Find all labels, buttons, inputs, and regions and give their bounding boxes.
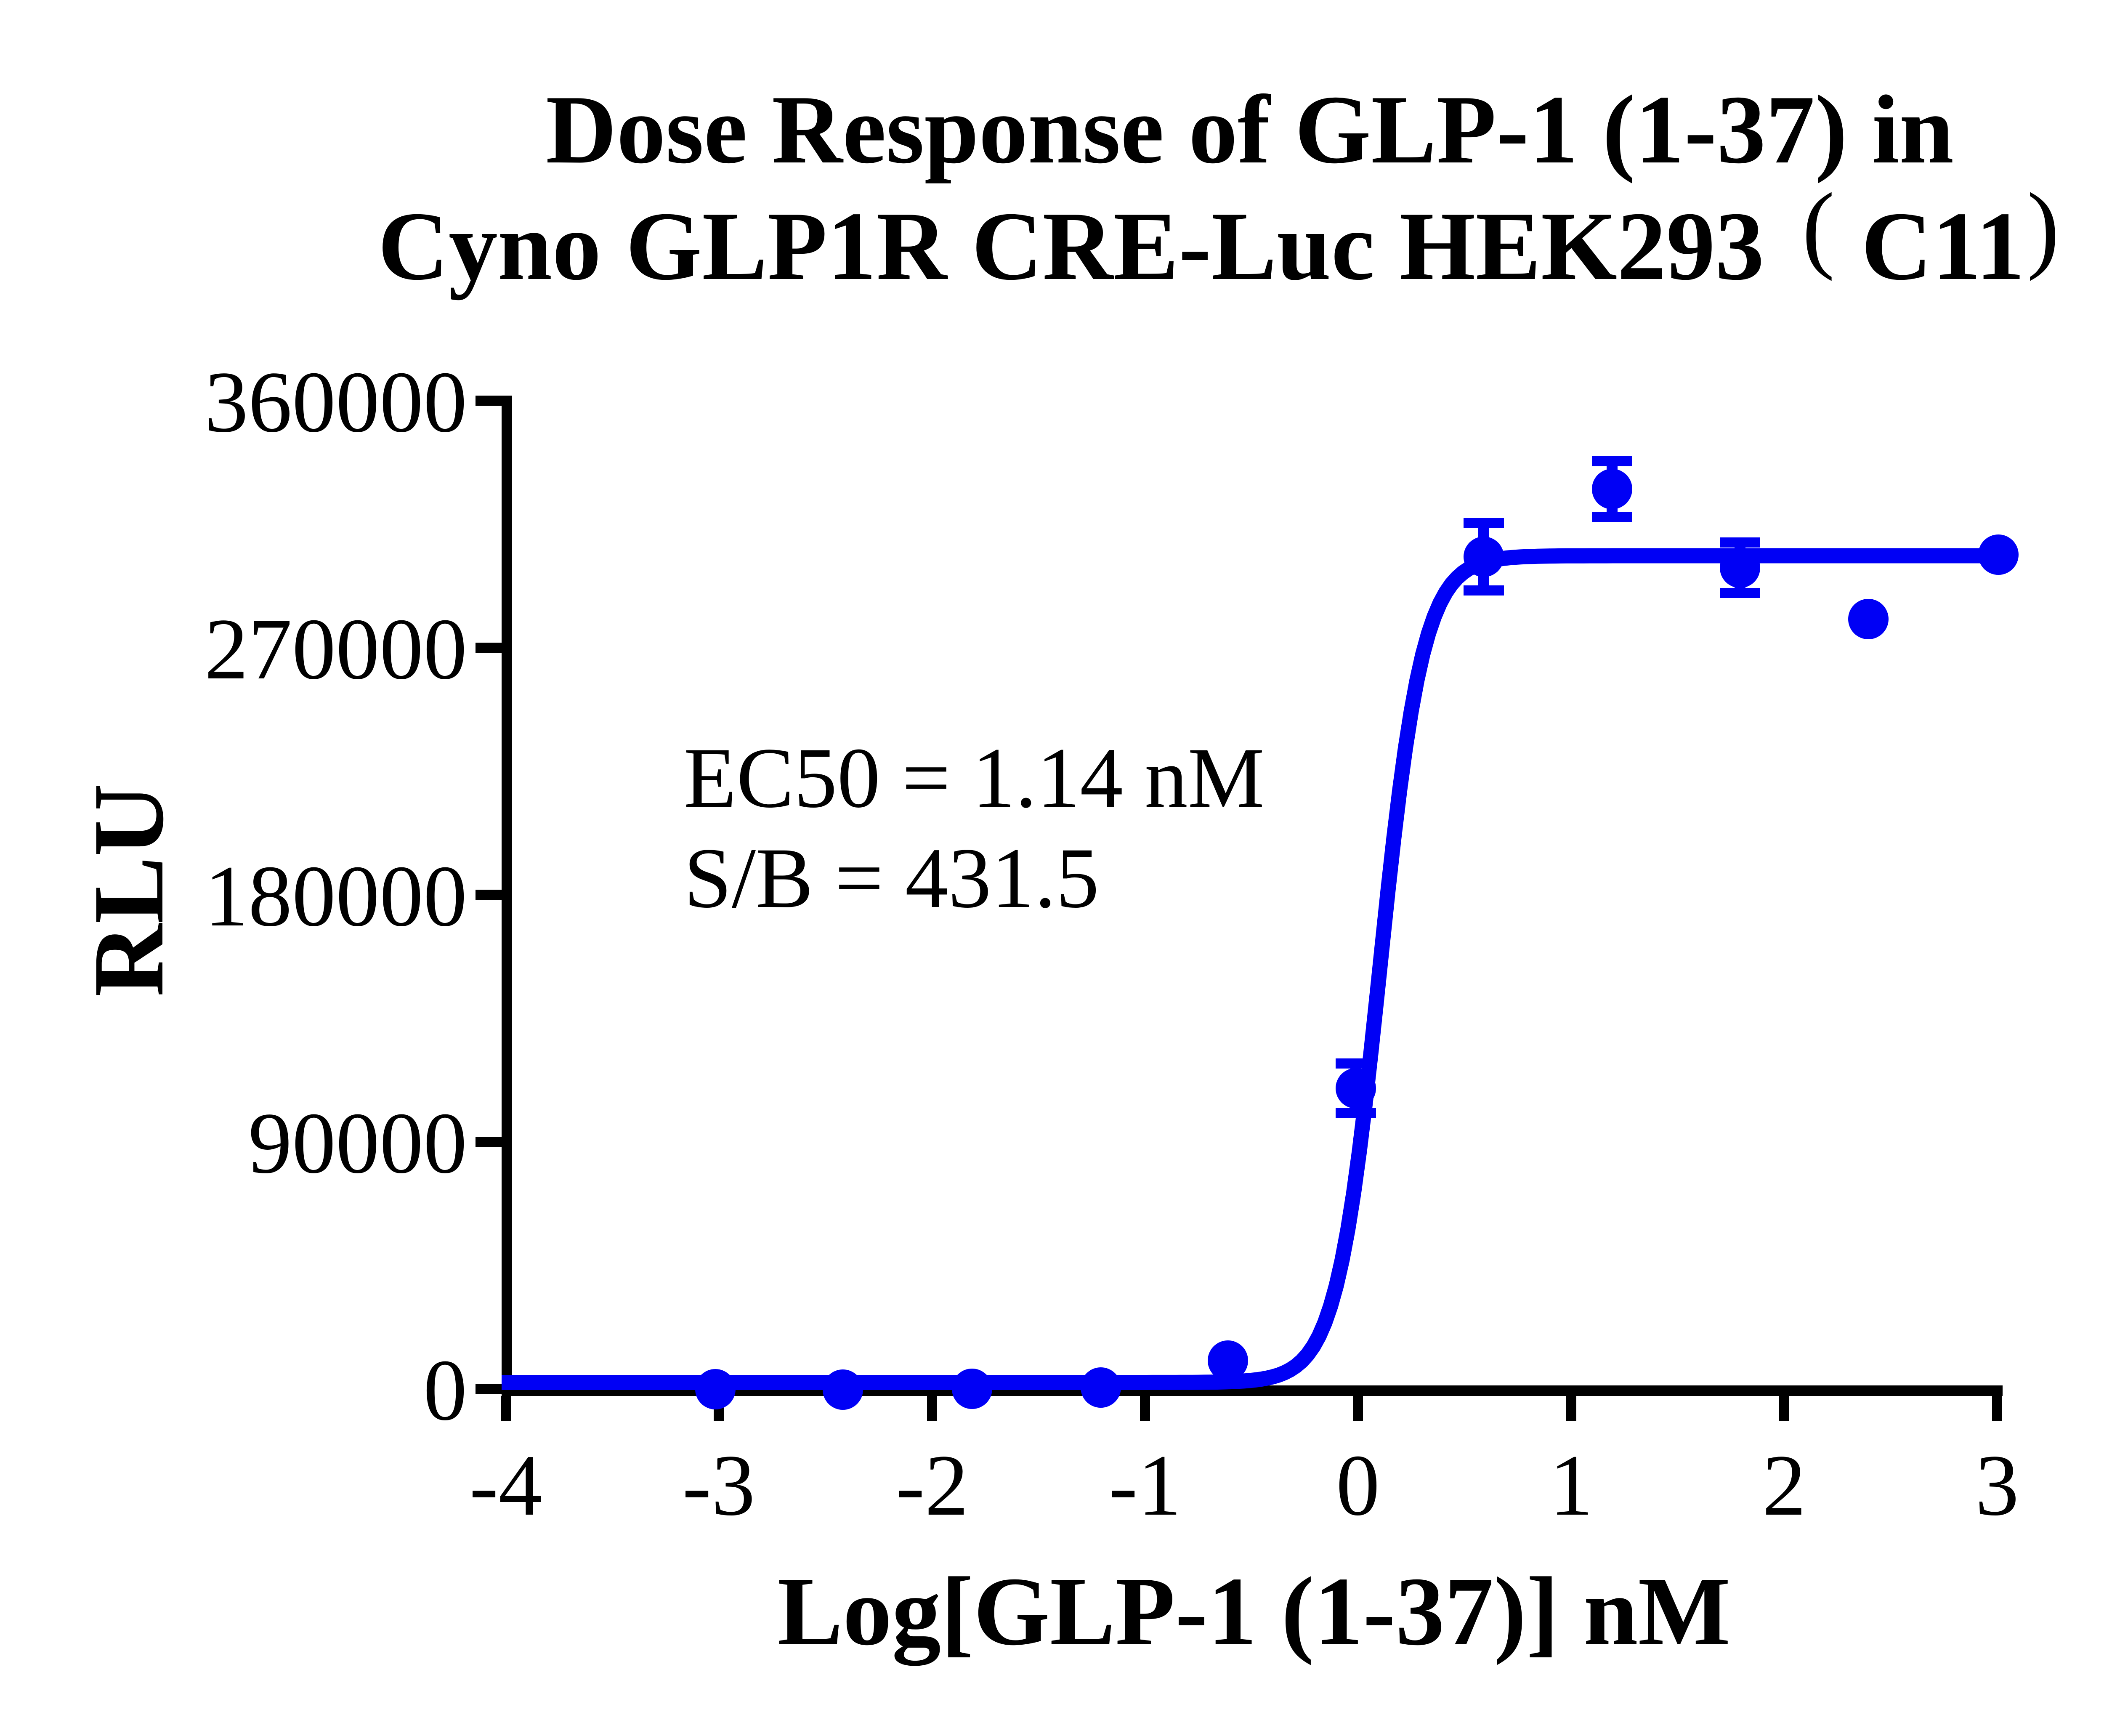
svg-text:S/B = 431.5: S/B = 431.5 xyxy=(684,830,1099,926)
svg-text:0: 0 xyxy=(423,1342,467,1438)
svg-text:3: 3 xyxy=(1975,1437,2019,1534)
svg-text:-4: -4 xyxy=(469,1437,542,1534)
svg-text:-2: -2 xyxy=(895,1437,968,1534)
svg-text:270000: 270000 xyxy=(205,601,467,697)
svg-text:1: 1 xyxy=(1549,1437,1593,1534)
svg-text:180000: 180000 xyxy=(205,848,467,944)
svg-text:2: 2 xyxy=(1762,1437,1806,1534)
svg-text:EC50 = 1.14 nM: EC50 = 1.14 nM xyxy=(684,730,1265,826)
svg-text:90000: 90000 xyxy=(248,1095,467,1191)
svg-text:RLU: RLU xyxy=(72,784,184,997)
svg-text:Log[GLP-1 (1-37)] nM: Log[GLP-1 (1-37)] nM xyxy=(778,1557,1731,1666)
svg-text:0: 0 xyxy=(1336,1437,1380,1534)
svg-text:-1: -1 xyxy=(1108,1437,1181,1534)
svg-text:-3: -3 xyxy=(682,1437,755,1534)
svg-text:360000: 360000 xyxy=(205,354,467,450)
svg-text:Dose Response of GLP-1 (1-37): Dose Response of GLP-1 (1-37) in xyxy=(546,75,1954,184)
svg-text:Cyno GLP1R CRE-Luc HEK293(C11): Cyno GLP1R CRE-Luc HEK293(C11) xyxy=(378,173,2059,300)
